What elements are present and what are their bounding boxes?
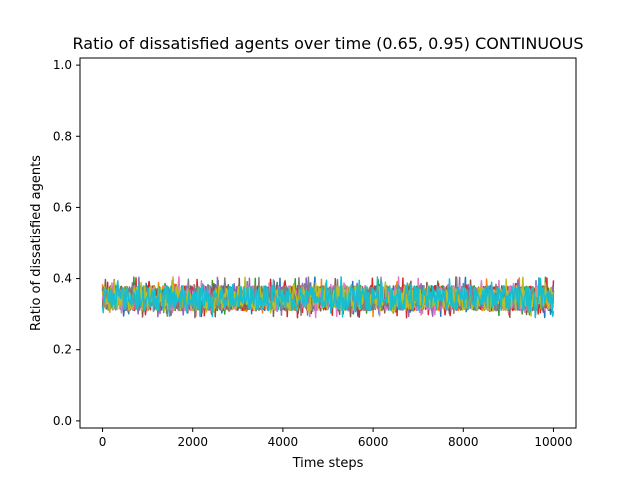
x-tick-label: 2000 (177, 435, 208, 449)
y-tick-label: 0.4 (53, 272, 72, 286)
y-tick-label: 0.8 (53, 129, 72, 143)
x-tick-label: 6000 (358, 435, 389, 449)
y-tick-label: 0.2 (53, 343, 72, 357)
chart-title: Ratio of dissatisfied agents over time (… (73, 34, 584, 53)
x-tick-label: 4000 (268, 435, 299, 449)
x-tick-label: 8000 (448, 435, 479, 449)
x-tick-label: 10000 (534, 435, 572, 449)
y-tick-label: 0.6 (53, 200, 72, 214)
plot-frame (79, 57, 577, 429)
y-axis-label: Ratio of dissatisfied agents (29, 155, 44, 331)
y-axis: 0.0 0.2 0.4 0.6 0.8 1.0 (53, 58, 80, 428)
x-axis-label: Time steps (292, 456, 364, 471)
x-axis: 0 2000 4000 6000 8000 10000 (99, 428, 573, 449)
x-tick-label: 0 (99, 435, 107, 449)
y-tick-label: 1.0 (53, 58, 72, 72)
series-line (101, 276, 555, 319)
y-tick-label: 0.0 (53, 414, 72, 428)
series-layer (101, 276, 555, 319)
